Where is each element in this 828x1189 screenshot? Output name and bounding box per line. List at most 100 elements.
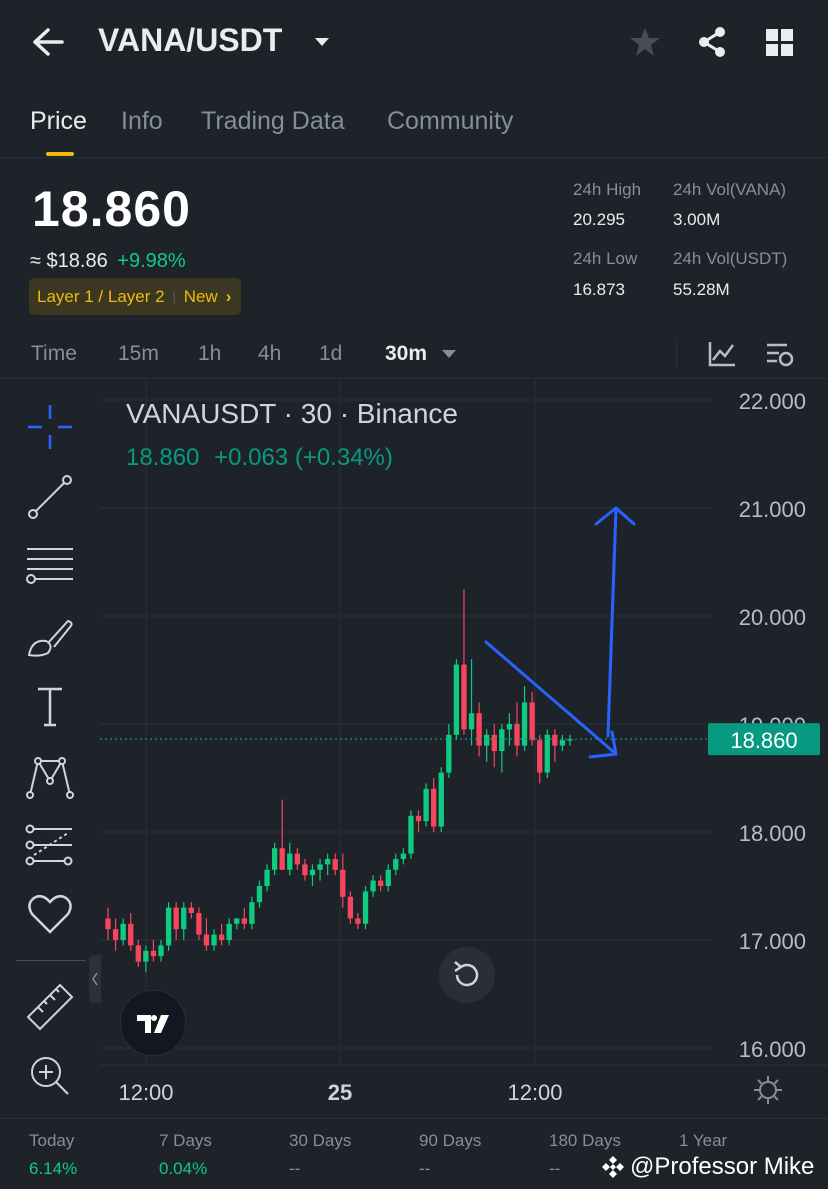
chevron-left-icon — [92, 972, 98, 986]
candle-body — [302, 864, 308, 876]
candle-body — [506, 724, 513, 730]
tab-community[interactable]: Community — [387, 107, 514, 135]
vol-base-value: 3.00M — [673, 210, 721, 229]
candle-body — [438, 772, 444, 827]
candle-body — [294, 853, 300, 865]
reset-icon — [454, 961, 479, 987]
tf-1d[interactable]: 1d — [319, 342, 343, 365]
y-tick-label: 17.000 — [739, 929, 806, 954]
grid-icon[interactable] — [765, 28, 795, 58]
perf-label: 90 Days — [419, 1131, 482, 1150]
watermark-text: @Professor Mike — [630, 1153, 815, 1180]
last-price-label: 18.860 — [730, 728, 797, 753]
indicator-icon[interactable] — [707, 340, 737, 368]
high-label: 24h High — [573, 180, 642, 199]
candle-body — [112, 929, 119, 940]
price-chart[interactable]: 22.00021.00020.00019.00018.00017.00016.0… — [100, 380, 828, 1118]
tf-1h[interactable]: 1h — [198, 342, 222, 365]
perf-label: Today — [29, 1131, 75, 1150]
vol-quote-label: 24h Vol(USDT) — [673, 249, 788, 268]
last-price-badge — [708, 723, 820, 756]
perf-label: 1 Year — [679, 1131, 728, 1150]
chart-settings-gear-icon[interactable] — [752, 1074, 784, 1106]
tf-4h[interactable]: 4h — [258, 342, 282, 365]
chart-settings-icon[interactable] — [765, 340, 795, 368]
projection-icon[interactable] — [24, 821, 76, 873]
candle-body — [135, 945, 141, 962]
share-icon[interactable] — [695, 25, 729, 59]
text-icon[interactable] — [24, 681, 76, 733]
ruler-icon[interactable] — [24, 981, 76, 1033]
legend-close: 18.860 — [126, 444, 200, 471]
pair-title[interactable]: VANA/USDT — [98, 22, 283, 58]
candle-body — [120, 923, 126, 940]
zoom-icon[interactable] — [24, 1050, 76, 1102]
annotation-up-arrow — [594, 506, 636, 738]
perf-label: 180 Days — [549, 1131, 621, 1150]
tf-caret-icon[interactable] — [441, 349, 457, 359]
crosshair-icon[interactable] — [24, 401, 76, 453]
timeframe-bar: Time 15m 1h 4h 1d 30m — [0, 330, 828, 379]
candle-body — [537, 740, 543, 773]
heart-icon[interactable] — [24, 888, 76, 940]
fib-icon[interactable] — [24, 541, 76, 593]
toolbar-collapse-handle[interactable] — [89, 955, 101, 1003]
perf-180d: 180 Days -- — [549, 1131, 621, 1179]
tradingview-logo[interactable] — [120, 990, 186, 1056]
vol-quote-value: 55.28M — [673, 280, 730, 299]
brush-icon[interactable] — [24, 611, 76, 663]
tf-15m[interactable]: 15m — [118, 342, 159, 365]
perf-label: 7 Days — [159, 1131, 212, 1150]
tf-30m[interactable]: 30m — [385, 342, 428, 365]
candle-body — [218, 934, 225, 940]
top-bar: VANA/USDT — [0, 0, 828, 90]
tab-info[interactable]: Info — [121, 107, 163, 135]
candle-body — [567, 739, 573, 741]
perf-today: Today 6.14% — [29, 1131, 77, 1179]
category-tag[interactable]: Layer 1 / Layer 2 | New › — [29, 278, 242, 315]
candle-body — [446, 734, 452, 773]
category-label: Layer 1 / Layer 2 — [37, 286, 165, 306]
candle-body — [544, 734, 550, 773]
candle-body — [408, 815, 414, 854]
back-arrow-icon[interactable] — [30, 26, 66, 58]
candle-body — [188, 907, 194, 913]
vol-base-label: 24h Vol(VANA) — [673, 180, 787, 199]
candle-body — [340, 869, 346, 897]
candle-body — [514, 724, 520, 746]
candle-body — [499, 729, 505, 751]
candle-body — [256, 886, 263, 903]
star-icon[interactable] — [628, 26, 662, 58]
perf-90d: 90 Days -- — [419, 1131, 481, 1179]
candle-body — [317, 864, 323, 870]
trendline-icon[interactable] — [24, 471, 76, 523]
candle-body — [431, 788, 437, 827]
pattern-icon[interactable] — [24, 751, 76, 803]
candle-body — [211, 934, 217, 946]
usd-price: ≈ $18.86 — [30, 250, 108, 272]
candle-body — [461, 664, 467, 730]
tf-divider — [676, 338, 677, 368]
tf-time[interactable]: Time — [31, 342, 77, 365]
candle-body — [309, 869, 316, 876]
x-tick-label: 12:00 — [507, 1080, 562, 1105]
candle-body — [332, 859, 338, 870]
tab-trading-data[interactable]: Trading Data — [201, 107, 345, 135]
candle-body — [143, 950, 149, 962]
candle-body — [173, 907, 179, 930]
candle-body — [241, 918, 247, 924]
dropdown-caret-icon[interactable] — [313, 36, 331, 48]
candle-body — [271, 848, 278, 870]
low-value: 16.873 — [573, 280, 625, 299]
tab-price[interactable]: Price — [30, 107, 87, 135]
candle-body — [400, 853, 407, 859]
candle-body — [362, 891, 369, 924]
reset-chart-button[interactable] — [439, 947, 495, 1003]
candle-body — [128, 923, 134, 946]
perf-7d: 7 Days 0.04% — [159, 1131, 212, 1179]
price-sub: ≈ $18.86 +9.98% — [30, 250, 186, 273]
perf-value: -- — [549, 1159, 561, 1178]
legend-change: +0.063 (+0.34%) — [214, 444, 393, 471]
candle-body — [324, 859, 331, 865]
tv-logo-glyph — [137, 1015, 169, 1033]
